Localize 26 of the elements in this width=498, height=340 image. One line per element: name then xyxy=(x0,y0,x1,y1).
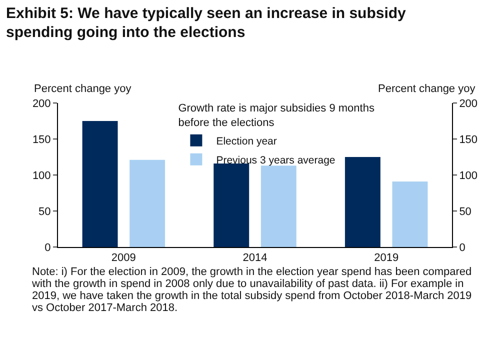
y2-tick-label: 200 xyxy=(459,98,478,110)
y-tick-label: 100 xyxy=(32,170,51,182)
y-tick-label: 200 xyxy=(32,98,51,110)
y-tick-label: 150 xyxy=(32,134,51,146)
y2-axis-title: Percent change yoy xyxy=(378,83,476,95)
y-axis-title: Percent change yoy xyxy=(34,83,132,95)
bar xyxy=(130,160,166,247)
y2-tick-label: 100 xyxy=(459,170,478,182)
y2-tick-label: 150 xyxy=(459,134,478,146)
bar xyxy=(214,163,250,247)
bar xyxy=(82,121,118,247)
x-tick-label: 2019 xyxy=(374,252,399,264)
legend-label: Previous 3 years average xyxy=(216,154,336,166)
bar xyxy=(392,181,428,247)
y-tick-label: 0 xyxy=(44,242,51,254)
y2-tick-label: 0 xyxy=(459,242,466,254)
legend-label: Election year xyxy=(216,135,278,148)
text: Note: i) For the election in 2009, the growth in the election year spend has been compared with the growth in spend in 2008 only due to unavailability of past data. ii) For example in 2019, we have taken the growth in the total subsidy spend from October 2018-March 2019 vs October 2017-March 2018. xyxy=(32,266,472,314)
y2-tick-label: 50 xyxy=(459,206,472,218)
legend-title: Growth rate is major subsidies 9 months before the elections xyxy=(178,102,375,129)
chart-title: Exhibit 5: We have typically seen an increase in subsidy spending going into the elections xyxy=(6,4,407,42)
y-tick-label: 50 xyxy=(38,206,51,218)
x-tick-label: 2009 xyxy=(111,252,136,264)
bar xyxy=(260,166,296,247)
x-tick-label: 2014 xyxy=(242,252,268,264)
bar xyxy=(344,157,380,247)
